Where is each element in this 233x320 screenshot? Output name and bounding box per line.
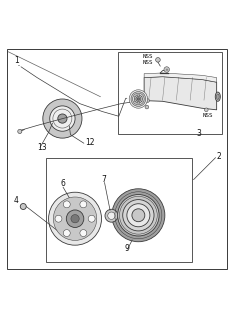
Circle shape: [49, 192, 102, 245]
Ellipse shape: [137, 98, 140, 100]
Circle shape: [105, 209, 118, 222]
Text: 1: 1: [14, 56, 19, 65]
Bar: [118, 52, 223, 133]
Circle shape: [108, 212, 115, 220]
Text: 6: 6: [60, 180, 65, 188]
Ellipse shape: [136, 96, 141, 101]
Ellipse shape: [134, 95, 143, 103]
Ellipse shape: [58, 114, 67, 123]
Ellipse shape: [133, 93, 144, 105]
Circle shape: [53, 197, 97, 240]
Ellipse shape: [129, 90, 147, 108]
Circle shape: [71, 215, 79, 223]
Text: 12: 12: [86, 138, 95, 147]
Text: NSS: NSS: [203, 113, 213, 118]
Circle shape: [63, 230, 70, 236]
Ellipse shape: [50, 106, 75, 131]
Circle shape: [145, 105, 149, 109]
Circle shape: [66, 210, 84, 228]
Ellipse shape: [131, 92, 146, 106]
Ellipse shape: [216, 94, 219, 100]
Circle shape: [123, 200, 154, 231]
Ellipse shape: [43, 99, 82, 138]
Circle shape: [132, 100, 135, 103]
Circle shape: [18, 129, 22, 133]
Text: 7: 7: [102, 175, 106, 184]
Bar: [46, 158, 192, 262]
Text: 9: 9: [125, 244, 130, 253]
Circle shape: [20, 204, 26, 210]
Circle shape: [204, 108, 208, 112]
Circle shape: [80, 201, 87, 208]
Text: NSS: NSS: [143, 54, 154, 59]
Circle shape: [112, 189, 165, 242]
Circle shape: [88, 215, 95, 222]
Text: 4: 4: [14, 196, 19, 204]
Circle shape: [127, 204, 150, 227]
Circle shape: [146, 99, 149, 102]
Polygon shape: [144, 73, 217, 82]
Circle shape: [63, 201, 70, 208]
Text: 2: 2: [217, 152, 221, 161]
Circle shape: [164, 67, 169, 72]
Circle shape: [132, 209, 145, 222]
Circle shape: [80, 230, 87, 236]
Text: NSS: NSS: [143, 60, 154, 65]
Circle shape: [156, 58, 160, 62]
Circle shape: [118, 195, 159, 236]
Text: 13: 13: [37, 143, 47, 152]
Polygon shape: [144, 77, 217, 110]
Circle shape: [55, 215, 62, 222]
Ellipse shape: [215, 92, 220, 101]
Text: 3: 3: [196, 129, 201, 138]
